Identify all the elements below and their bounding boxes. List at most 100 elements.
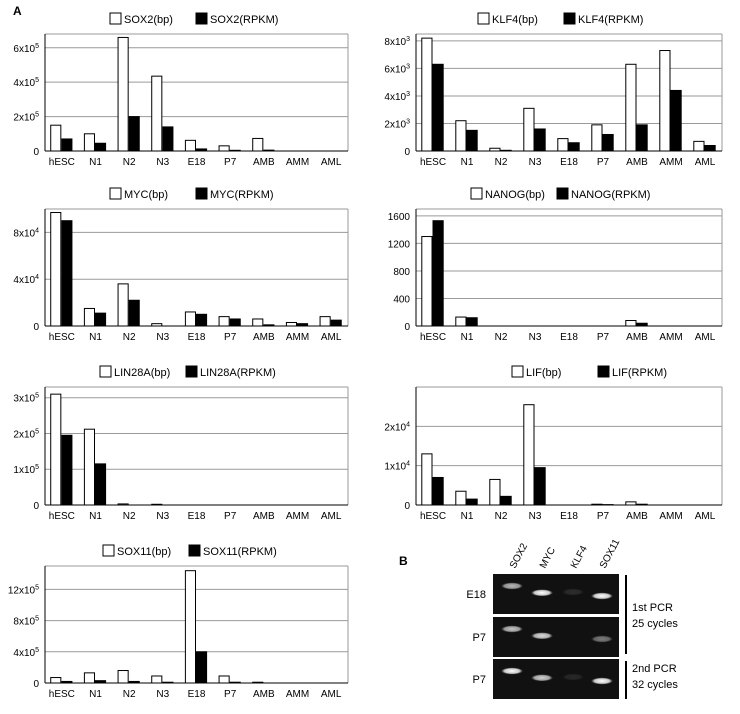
x-tick-label: N1	[461, 511, 474, 522]
bar	[151, 675, 163, 684]
legend-swatch	[102, 544, 115, 557]
x-tick-label: AMM	[286, 332, 309, 343]
gel-row-label: P7	[473, 632, 486, 644]
gel-annotation-line1: 1st PCR	[632, 602, 673, 614]
bar	[523, 404, 535, 506]
chart-3: NANOG(bp) NANOG(RPKM) 0 400 800 1200 1600 hESC N…	[388, 187, 723, 343]
y-tick-label: 6x105	[13, 43, 39, 55]
chart-1: KLF4(bp) KLF4(RPKM) 0 2x103 4x103 6x103 8x103 h…	[384, 12, 723, 168]
bar	[432, 220, 444, 327]
x-tick-label: AMB	[253, 332, 275, 343]
bar	[196, 148, 208, 152]
legend-swatch	[109, 12, 122, 25]
legend-swatch	[109, 187, 122, 200]
bar	[151, 323, 163, 327]
gel-row-label: E18	[466, 589, 486, 601]
bar	[432, 476, 444, 506]
x-tick-label: AML	[695, 332, 716, 343]
bar	[455, 316, 467, 327]
bar	[83, 428, 96, 506]
bar	[61, 680, 73, 684]
bar	[218, 675, 230, 684]
x-tick-label: AMB	[626, 332, 648, 343]
panel-label-b: B	[399, 554, 408, 568]
gel-band	[531, 632, 553, 640]
y-tick-label: 2x103	[384, 118, 410, 130]
gel-column-label: KLF4	[569, 544, 590, 571]
bar	[117, 503, 129, 506]
bar	[466, 317, 478, 327]
y-tick-label: 8x104	[13, 227, 39, 239]
legend-label: SOX2(bp)	[124, 14, 173, 26]
bar	[252, 137, 264, 152]
x-tick-label: AMB	[253, 157, 275, 168]
y-tick-label: 800	[393, 267, 410, 278]
x-tick-label: AML	[695, 511, 716, 522]
bar	[218, 316, 230, 327]
y-tick-label: 2x104	[384, 421, 410, 433]
bar	[128, 680, 140, 684]
x-tick-label: E18	[560, 157, 578, 168]
bar	[95, 312, 107, 327]
bar	[500, 149, 512, 152]
legend-label: LIF(bp)	[526, 367, 561, 379]
bar	[625, 63, 637, 152]
bar	[670, 89, 682, 152]
y-tick-label: 4x105	[13, 77, 39, 89]
x-tick-label: AMM	[659, 332, 682, 343]
bar	[534, 128, 546, 152]
bar	[602, 133, 614, 152]
gel-band	[531, 589, 553, 597]
x-tick-label: AML	[321, 157, 342, 168]
y-tick-label: 0	[33, 147, 39, 158]
gel-band	[591, 635, 613, 643]
legend-swatch	[511, 365, 524, 378]
gel-band	[591, 677, 613, 685]
y-tick-label: 2x105	[13, 428, 39, 440]
bar	[162, 681, 174, 684]
chart-0: SOX2(bp) SOX2(RPKM) 0 2x105 4x105 6x105 hESC N1…	[13, 12, 349, 168]
gel-annotation-line2: 32 cycles	[632, 679, 678, 691]
legend-swatch	[563, 12, 576, 25]
gel-annotation-line2: 25 cycles	[632, 618, 678, 630]
x-tick-label: N2	[495, 511, 508, 522]
chart-4: LIN28A(bp) LIN28A(RPKM) 0 1x105 2x105 3x105 hE…	[13, 365, 349, 522]
x-tick-label: hESC	[420, 157, 446, 168]
x-tick-label: AMM	[286, 511, 309, 522]
x-tick-label: N1	[89, 157, 102, 168]
bar	[659, 50, 671, 152]
x-tick-label: AML	[321, 511, 342, 522]
y-tick-label: 0	[404, 147, 410, 158]
x-tick-label: E18	[560, 511, 578, 522]
bar	[83, 672, 96, 684]
bar	[50, 677, 62, 684]
x-tick-label: N3	[529, 332, 542, 343]
legend-swatch	[195, 187, 208, 200]
y-tick-label: 1600	[388, 212, 411, 223]
bar	[184, 139, 196, 152]
y-tick-label: 1x104	[384, 461, 410, 473]
x-tick-label: N2	[123, 511, 136, 522]
gel-row-label: P7	[473, 674, 486, 686]
bar	[229, 681, 241, 684]
x-tick-label: N1	[461, 157, 474, 168]
gel-band	[501, 667, 523, 675]
x-tick-label: AML	[321, 332, 342, 343]
bar	[117, 36, 129, 152]
bar	[500, 495, 512, 506]
y-tick-label: 1x105	[13, 464, 39, 476]
legend-label: MYC(bp)	[124, 189, 168, 201]
y-tick-label: 4x104	[13, 274, 39, 286]
bar	[466, 129, 478, 152]
y-tick-label: 400	[393, 294, 410, 305]
x-tick-label: N3	[156, 511, 169, 522]
bar	[196, 651, 208, 684]
legend-swatch	[188, 544, 201, 557]
bar	[568, 142, 580, 152]
bar	[151, 503, 163, 506]
x-tick-label: E18	[188, 157, 206, 168]
y-tick-label: 0	[404, 501, 410, 512]
bar	[421, 236, 433, 327]
legend-swatch	[195, 12, 208, 25]
bar	[95, 680, 107, 684]
